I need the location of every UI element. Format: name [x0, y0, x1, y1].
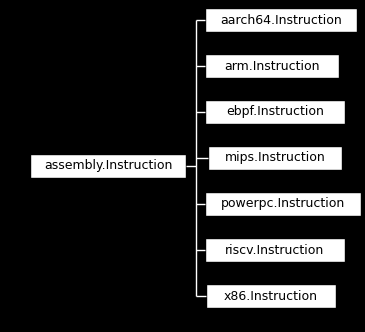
FancyBboxPatch shape [208, 146, 342, 170]
Text: riscv.Instruction: riscv.Instruction [225, 243, 324, 257]
Text: mips.Instruction: mips.Instruction [224, 151, 325, 164]
Text: ebpf.Instruction: ebpf.Instruction [226, 106, 324, 119]
Text: assembly.Instruction: assembly.Instruction [44, 159, 172, 173]
FancyBboxPatch shape [205, 238, 345, 262]
Text: x86.Instruction: x86.Instruction [224, 290, 318, 302]
FancyBboxPatch shape [205, 8, 357, 32]
Text: powerpc.Instruction: powerpc.Instruction [221, 198, 345, 210]
FancyBboxPatch shape [205, 192, 361, 216]
FancyBboxPatch shape [206, 284, 336, 308]
FancyBboxPatch shape [205, 100, 345, 124]
FancyBboxPatch shape [205, 54, 339, 78]
Text: arm.Instruction: arm.Instruction [224, 59, 320, 72]
FancyBboxPatch shape [30, 154, 186, 178]
Text: aarch64.Instruction: aarch64.Instruction [220, 14, 342, 27]
